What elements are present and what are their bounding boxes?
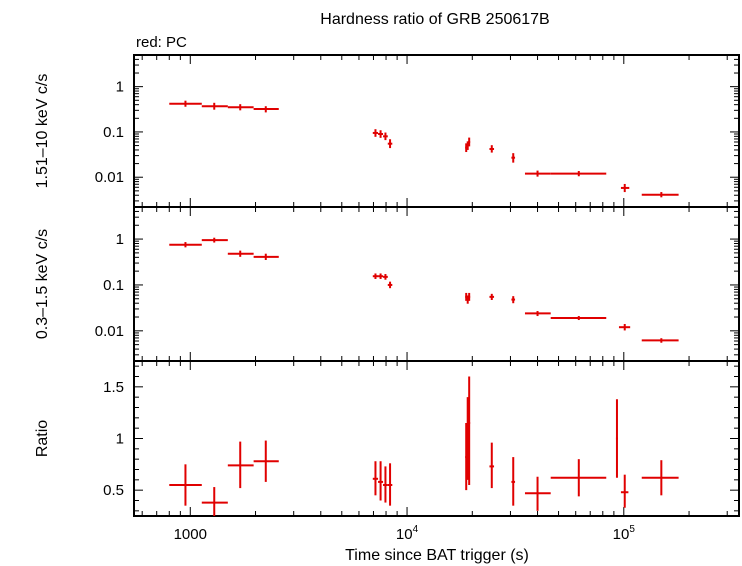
- y-tick-label: 0.1: [103, 124, 124, 141]
- data-point: [615, 399, 618, 478]
- data-point: [201, 237, 228, 243]
- data-point: [641, 192, 679, 198]
- data-point: [169, 242, 202, 248]
- data-point: [641, 460, 679, 496]
- data-point: [550, 459, 607, 497]
- x-tick-label: 1000: [174, 526, 207, 543]
- data-point: [489, 293, 495, 300]
- panel-frame: [133, 360, 740, 517]
- data-point: [383, 274, 388, 280]
- panel-frame: [133, 206, 740, 362]
- y-axis-label: 1.51–10 keV c/s: [34, 74, 51, 189]
- data-point: [524, 311, 551, 317]
- data-point: [511, 296, 516, 304]
- chart-title: Hardness ratio of GRB 250617B: [320, 11, 549, 28]
- data-point: [383, 132, 388, 141]
- data-point: [227, 441, 254, 489]
- y-tick-label: 0.5: [103, 482, 124, 499]
- data-point: [372, 129, 379, 137]
- legend-label: red: PC: [136, 34, 187, 51]
- y-axis-label: 0.3–1.5 keV c/s: [34, 229, 51, 339]
- data-point: [201, 102, 228, 110]
- data-point: [511, 457, 516, 506]
- x-tick-label: 105: [613, 524, 636, 543]
- data-point: [169, 464, 202, 506]
- data-point: [383, 466, 388, 503]
- data-point: [466, 397, 469, 480]
- panel-frame: [133, 54, 740, 208]
- data-point: [466, 295, 469, 304]
- data-point: [489, 145, 495, 153]
- data-point: [511, 153, 516, 163]
- data-point: [550, 171, 607, 177]
- data-point: [387, 463, 393, 506]
- data-point: [524, 476, 551, 511]
- data-point: [372, 273, 379, 279]
- y-tick-label: 0.01: [95, 169, 124, 186]
- data-point: [372, 461, 379, 496]
- data-point: [489, 442, 495, 489]
- data-point: [524, 170, 551, 177]
- x-tick-labels: 1000 104 105: [174, 524, 636, 543]
- data-point: [227, 250, 254, 257]
- soft-band-panel: 0.01 0.1 1 0.3–1.5 keV c/s: [34, 206, 740, 362]
- data-point: [550, 316, 607, 321]
- data-point: [378, 461, 384, 501]
- data-point: [618, 323, 631, 331]
- data-point: [253, 440, 279, 482]
- y-tick-label: 0.1: [103, 277, 124, 294]
- data-point: [387, 281, 393, 289]
- data-point: [169, 100, 202, 107]
- data-point: [378, 273, 384, 279]
- x-axis-label: Time since BAT trigger (s): [345, 547, 529, 564]
- data-point: [468, 137, 471, 147]
- y-tick-label: 1: [116, 231, 124, 248]
- y-tick-label: 1.5: [103, 379, 124, 396]
- data-point: [468, 376, 471, 485]
- data-point: [378, 130, 384, 138]
- data-point: [468, 292, 471, 301]
- data-point: [620, 183, 630, 193]
- data-point: [641, 338, 679, 343]
- data-point: [620, 474, 629, 508]
- y-axis-label: Ratio: [34, 420, 51, 457]
- y-tick-label: 1: [116, 431, 124, 448]
- hard-band-panel: 0.01 0.1 1 1.51–10 keV c/s: [34, 54, 740, 208]
- y-tick-label: 1: [116, 79, 124, 96]
- ratio-panel: 0.5 1 1.5 Ratio: [34, 360, 740, 517]
- data-point: [466, 141, 469, 150]
- data-point: [387, 139, 393, 149]
- data-point: [253, 106, 279, 113]
- y-tick-label: 0.01: [95, 323, 124, 340]
- data-point: [253, 253, 279, 260]
- data-point: [227, 104, 254, 111]
- data-point: [201, 487, 228, 516]
- x-tick-label: 104: [396, 524, 419, 543]
